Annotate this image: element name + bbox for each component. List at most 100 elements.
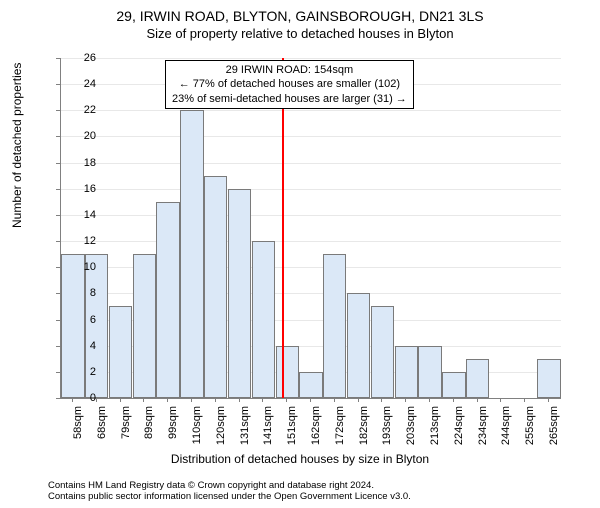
histogram-bar [395, 346, 418, 398]
y-tick-mark [56, 189, 60, 190]
grid-line [61, 163, 561, 164]
histogram-bar [418, 346, 441, 398]
x-tick-label: 213sqm [429, 406, 441, 446]
y-tick-label: 8 [66, 287, 96, 299]
x-tick-mark [477, 398, 478, 402]
grid-line [61, 189, 561, 190]
y-tick-mark [56, 241, 60, 242]
x-tick-mark [191, 398, 192, 402]
histogram-bar [537, 359, 560, 398]
x-tick-mark [405, 398, 406, 402]
y-tick-label: 2 [66, 366, 96, 378]
y-tick-mark [56, 84, 60, 85]
histogram-bar [323, 254, 346, 398]
x-tick-mark [239, 398, 240, 402]
x-tick-label: 151sqm [286, 406, 298, 446]
grid-line [61, 58, 561, 59]
x-tick-mark [381, 398, 382, 402]
x-tick-label: 234sqm [477, 406, 489, 446]
y-tick-mark [56, 346, 60, 347]
x-tick-mark [120, 398, 121, 402]
y-tick-label: 18 [66, 157, 96, 169]
y-tick-label: 22 [66, 104, 96, 116]
x-axis-label: Distribution of detached houses by size … [0, 452, 600, 466]
x-tick-label: 193sqm [381, 406, 393, 446]
x-tick-mark [167, 398, 168, 402]
x-tick-label: 120sqm [215, 406, 227, 446]
x-tick-label: 182sqm [358, 406, 370, 446]
y-tick-label: 24 [66, 78, 96, 90]
y-tick-mark [56, 293, 60, 294]
chart-title-main: 29, IRWIN ROAD, BLYTON, GAINSBOROUGH, DN… [0, 8, 600, 24]
footnote-licence: Contains public sector information licen… [48, 491, 411, 502]
y-tick-label: 10 [66, 261, 96, 273]
x-tick-mark [548, 398, 549, 402]
x-tick-label: 224sqm [453, 406, 465, 446]
y-tick-mark [56, 110, 60, 111]
histogram-bar [133, 254, 156, 398]
grid-line [61, 110, 561, 111]
x-tick-mark [310, 398, 311, 402]
y-tick-label: 12 [66, 235, 96, 247]
x-tick-mark [429, 398, 430, 402]
y-tick-label: 0 [66, 392, 96, 404]
chart-title-sub: Size of property relative to detached ho… [0, 26, 600, 41]
histogram-bar [276, 346, 299, 398]
y-tick-mark [56, 398, 60, 399]
y-tick-mark [56, 320, 60, 321]
x-tick-label: 99sqm [167, 406, 179, 446]
y-tick-mark [56, 215, 60, 216]
histogram-bar [228, 189, 251, 398]
y-tick-mark [56, 372, 60, 373]
x-tick-label: 172sqm [334, 406, 346, 446]
y-tick-label: 14 [66, 209, 96, 221]
histogram-bar [371, 306, 394, 398]
histogram-bar [442, 372, 465, 398]
reference-line [282, 58, 284, 398]
chart-plot-area [60, 58, 561, 399]
x-tick-label: 58sqm [72, 406, 84, 446]
y-axis-label: Number of detached properties [10, 63, 24, 228]
x-tick-mark [358, 398, 359, 402]
x-tick-label: 89sqm [143, 406, 155, 446]
y-tick-label: 16 [66, 183, 96, 195]
annotation-line-1: 29 IRWIN ROAD: 154sqm [172, 63, 407, 77]
x-tick-label: 110sqm [191, 406, 203, 446]
x-tick-label: 244sqm [500, 406, 512, 446]
y-tick-label: 4 [66, 340, 96, 352]
y-tick-mark [56, 58, 60, 59]
histogram-bar [252, 241, 275, 398]
x-tick-mark [143, 398, 144, 402]
x-tick-label: 162sqm [310, 406, 322, 446]
footnote-copyright: Contains HM Land Registry data © Crown c… [48, 480, 374, 491]
y-tick-mark [56, 267, 60, 268]
x-tick-mark [96, 398, 97, 402]
x-tick-mark [262, 398, 263, 402]
x-tick-mark [500, 398, 501, 402]
histogram-bar [299, 372, 322, 398]
x-tick-label: 79sqm [120, 406, 132, 446]
x-tick-label: 265sqm [548, 406, 560, 446]
annotation-line-2: ← 77% of detached houses are smaller (10… [172, 77, 407, 91]
histogram-bar [347, 293, 370, 398]
x-tick-label: 203sqm [405, 406, 417, 446]
histogram-bar [109, 306, 132, 398]
y-tick-mark [56, 163, 60, 164]
x-tick-mark [72, 398, 73, 402]
x-tick-label: 255sqm [524, 406, 536, 446]
y-tick-label: 20 [66, 130, 96, 142]
x-tick-mark [453, 398, 454, 402]
y-tick-label: 6 [66, 314, 96, 326]
histogram-bar [204, 176, 227, 398]
y-tick-mark [56, 136, 60, 137]
x-tick-label: 68sqm [96, 406, 108, 446]
x-tick-mark [286, 398, 287, 402]
grid-line [61, 215, 561, 216]
x-tick-label: 141sqm [262, 406, 274, 446]
annotation-box: 29 IRWIN ROAD: 154sqm ← 77% of detached … [165, 60, 414, 109]
x-tick-mark [334, 398, 335, 402]
histogram-bar [156, 202, 179, 398]
histogram-bar [466, 359, 489, 398]
annotation-line-3: 23% of semi-detached houses are larger (… [172, 92, 407, 106]
x-tick-label: 131sqm [239, 406, 251, 446]
